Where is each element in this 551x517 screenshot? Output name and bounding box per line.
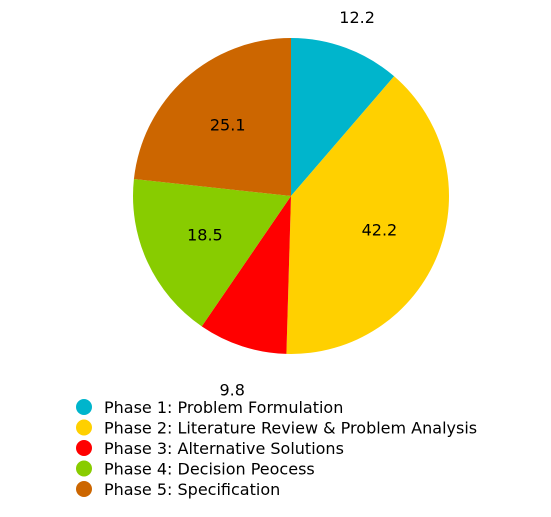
- legend-swatch-phase-3: [76, 440, 92, 456]
- legend-swatch-phase-1: [76, 399, 92, 415]
- pie-slice-phase-1: [291, 38, 395, 196]
- legend-item-phase-5: Phase 5: Specification: [76, 480, 280, 499]
- data-label-phase-1: 12.2: [339, 8, 375, 27]
- data-labels-layer: 12.2 42.2 9.8 18.5 25.1: [187, 8, 397, 400]
- legend-item-phase-3: Phase 3: Alternative Solutions: [76, 439, 344, 458]
- legend-label-phase-1: Phase 1: Problem Formulation: [104, 398, 343, 417]
- legend-label-phase-5: Phase 5: Specification: [104, 480, 280, 499]
- legend-item-phase-4: Phase 4: Decision Peocess: [76, 460, 315, 479]
- data-label-phase-4: 18.5: [187, 226, 223, 245]
- pie-slice-phase-4: [133, 179, 291, 327]
- pie-slice-phase-5: [133, 38, 291, 196]
- legend-item-phase-1: Phase 1: Problem Formulation: [76, 398, 343, 417]
- slices-layer: [133, 38, 449, 354]
- data-label-phase-3: 9.8: [219, 381, 244, 400]
- legend-label-phase-3: Phase 3: Alternative Solutions: [104, 439, 344, 458]
- data-label-phase-2: 42.2: [362, 220, 398, 239]
- legend-swatch-phase-2: [76, 419, 92, 436]
- legend-swatch-phase-4: [76, 460, 92, 477]
- pie-slice-phase-2: [286, 76, 449, 354]
- legend-item-phase-2: Phase 2: Literature Review & Problem Ana…: [76, 419, 477, 438]
- legend-label-phase-4: Phase 4: Decision Peocess: [104, 460, 315, 479]
- data-label-phase-5: 25.1: [210, 116, 246, 135]
- legend-label-phase-2: Phase 2: Literature Review & Problem Ana…: [104, 419, 477, 438]
- legend-swatch-phase-5: [76, 481, 92, 497]
- legend: Phase 1: Problem Formulation Phase 2: Lit…: [76, 398, 477, 499]
- pie-slice-phase-3: [201, 196, 291, 354]
